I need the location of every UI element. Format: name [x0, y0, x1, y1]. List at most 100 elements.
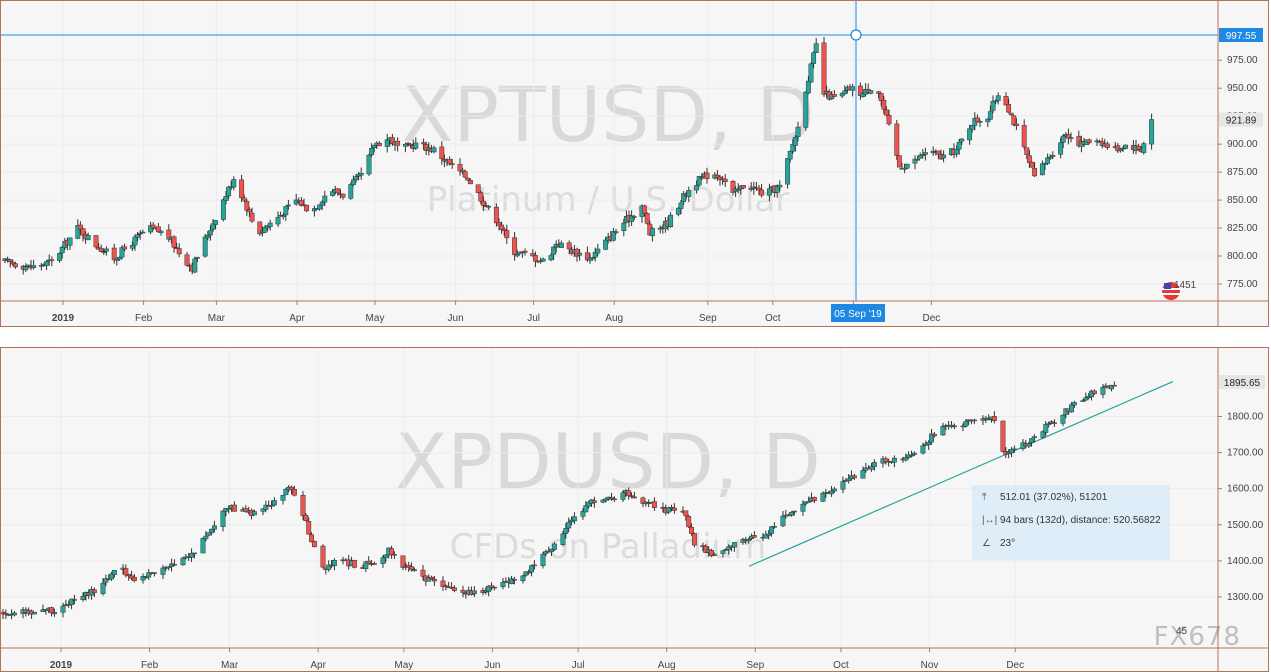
candle-down: [429, 575, 435, 580]
candle-up: [202, 233, 208, 258]
candle-up: [1040, 430, 1046, 439]
xptusd-chart-svg[interactable]: XPTUSD, D Platinum / U.S. Dollar 775.008…: [1, 1, 1269, 327]
candle-down: [1026, 149, 1032, 168]
candle-up: [791, 510, 797, 516]
candle-down: [409, 562, 415, 572]
candle-down: [1099, 137, 1105, 149]
candle-down: [391, 551, 397, 559]
candle-up: [540, 551, 546, 569]
candle-up: [711, 552, 717, 556]
candle-down: [740, 184, 746, 190]
candle-up: [800, 500, 806, 516]
candle-up: [666, 506, 672, 515]
price-scale[interactable]: 1300.00 1400.00 1500.00 1600.00 1700.00 1800.…: [1218, 412, 1264, 603]
candle-up: [1011, 445, 1017, 453]
candle-series: [2, 37, 1155, 275]
trendline[interactable]: [748, 380, 1174, 567]
candle-down: [532, 251, 538, 268]
candle-up: [109, 571, 115, 581]
candle-up: [1043, 421, 1049, 436]
us-flag-icon[interactable]: [1162, 282, 1180, 300]
price-tick-label: 900.00: [1227, 139, 1258, 150]
candle-down: [531, 560, 537, 570]
candle-up: [904, 163, 910, 170]
candle-down: [629, 492, 634, 499]
candle-up: [51, 608, 57, 617]
candle-up: [263, 500, 269, 513]
candle-up: [949, 421, 954, 429]
candle-up: [209, 528, 215, 536]
time-tick-label: Jun: [484, 660, 500, 671]
measure-tooltip[interactable]: ⤒ 512.01 (37.02%), 51201 |↔| 94 bars (132d…: [972, 485, 1170, 560]
candle-up: [348, 182, 354, 200]
time-tick-label: Aug: [605, 313, 623, 324]
price-tick-label: 850.00: [1227, 195, 1258, 206]
candle-down: [400, 555, 406, 570]
candle-down: [651, 497, 657, 511]
candle-up: [31, 611, 37, 615]
candle-up: [829, 486, 834, 497]
candle-up: [180, 556, 186, 566]
candle-up: [571, 512, 577, 525]
candle-up: [271, 497, 277, 507]
candle-down: [493, 203, 499, 227]
candle-down: [512, 231, 518, 261]
candle-down: [340, 193, 346, 200]
candle-down: [93, 235, 99, 249]
candle-down: [462, 169, 468, 179]
candle-down: [1006, 98, 1012, 113]
candle-down: [631, 491, 637, 499]
candle-down: [831, 90, 837, 97]
time-tick-label: Mar: [221, 660, 239, 671]
candle-up: [529, 564, 534, 577]
time-tick-label: Jul: [527, 313, 540, 324]
candle-up: [967, 124, 973, 145]
candle-up: [11, 610, 17, 617]
candle-down: [1029, 161, 1035, 168]
candle-down: [522, 248, 528, 256]
candle-up: [471, 586, 477, 598]
time-tick-label: Oct: [833, 660, 849, 671]
svg-text:921.89: 921.89: [1226, 116, 1257, 127]
candle-down: [12, 261, 18, 269]
candle-down: [883, 456, 889, 465]
trendline-segment[interactable]: [748, 380, 1174, 567]
candle-down: [289, 485, 295, 495]
candle-up: [137, 230, 143, 240]
candle-down: [896, 155, 902, 168]
candle-up: [696, 175, 702, 187]
last-price-tag: 1895.65: [1219, 375, 1265, 389]
candle-down: [566, 240, 572, 255]
time-tick-label: Oct: [765, 313, 781, 324]
candle-up: [558, 240, 564, 249]
price-tick-label: 1800.00: [1227, 412, 1264, 423]
candle-down: [166, 224, 172, 243]
candle-up: [915, 155, 921, 161]
svg-text:05 Sep '19: 05 Sep '19: [834, 309, 882, 320]
candle-up: [951, 423, 957, 430]
candle-up: [577, 249, 583, 261]
crosshair-handle[interactable]: [850, 29, 862, 41]
candle-down: [886, 109, 892, 126]
candle-up: [446, 581, 452, 589]
candle-up: [192, 256, 198, 274]
price-tick-label: 825.00: [1227, 223, 1258, 234]
time-tick-label: Mar: [208, 313, 226, 324]
candle-up: [69, 598, 75, 610]
price-scale[interactable]: 775.00800.00825.00850.00875.00900.00925.…: [1218, 55, 1258, 290]
candle-down: [1032, 162, 1038, 177]
candle-down: [644, 212, 650, 225]
candle-down: [303, 512, 309, 522]
xpdusd-chart-pane[interactable]: XPDUSD, D CFDs on Palladium 1300.00 1400.…: [0, 347, 1269, 672]
candle-up: [795, 121, 801, 142]
time-tick-label: Jul: [572, 660, 585, 671]
candle-down: [3, 609, 9, 619]
candle-down: [151, 572, 157, 577]
candle-up: [1060, 414, 1066, 427]
xptusd-chart-pane[interactable]: XPTUSD, D Platinum / U.S. Dollar 775.00 8…: [0, 0, 1269, 327]
candle-up: [863, 462, 869, 473]
candle-up: [486, 204, 492, 210]
candle-up: [1100, 384, 1106, 399]
